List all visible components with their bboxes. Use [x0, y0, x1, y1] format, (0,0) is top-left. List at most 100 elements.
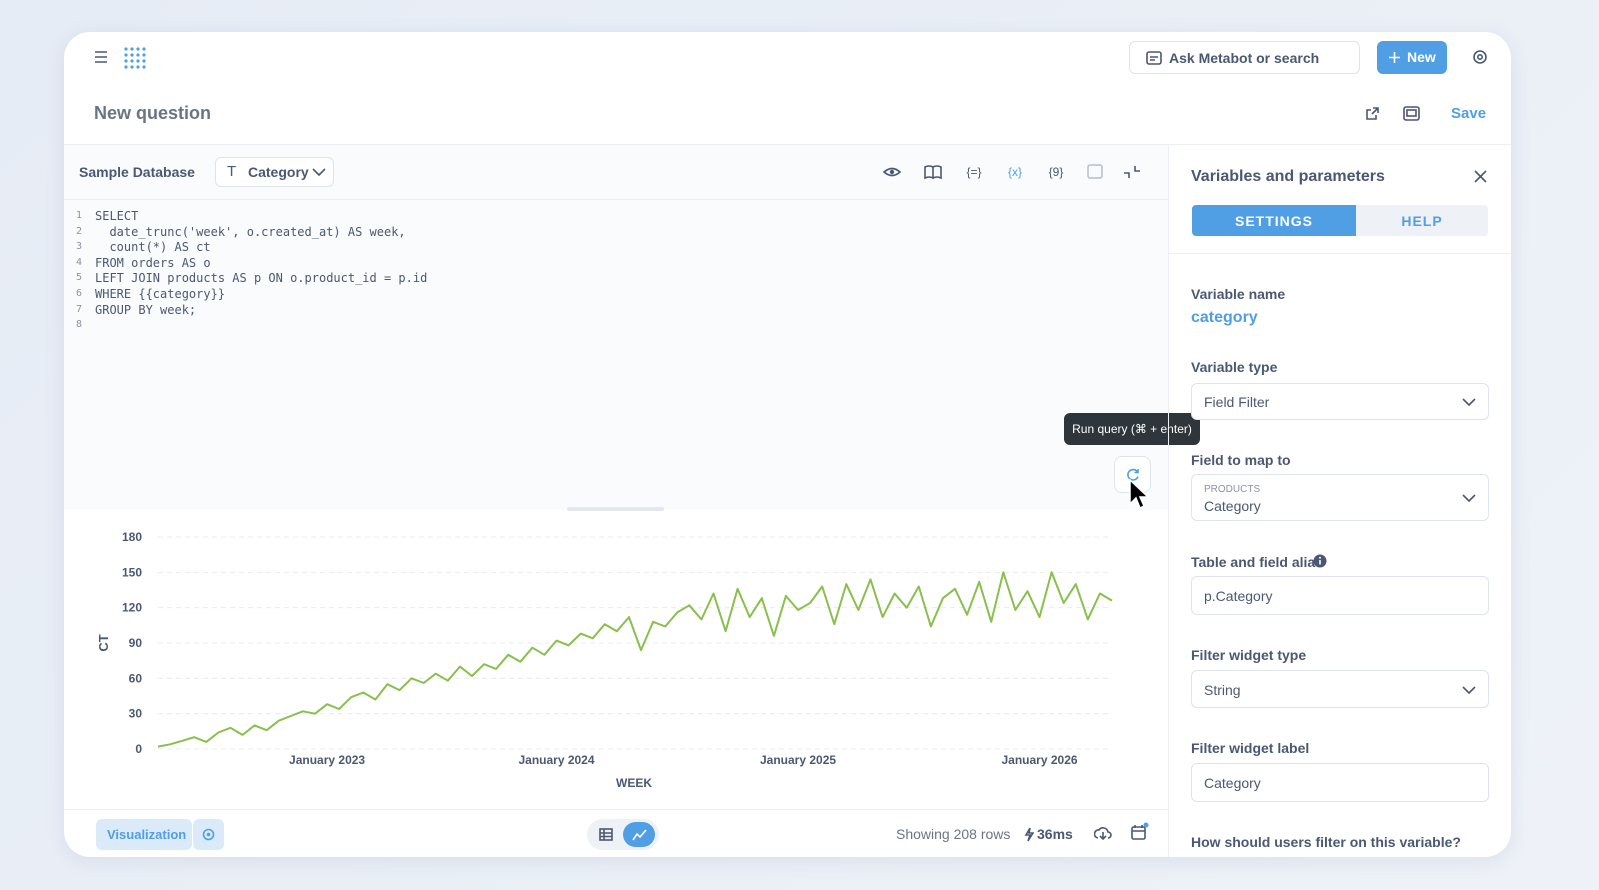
chevron: [312, 168, 326, 177]
x-tick-label: January 2025: [760, 753, 836, 767]
line-number: 2: [75, 225, 82, 237]
alert-icon[interactable]: [1130, 822, 1150, 842]
select-value: Field Filter: [1204, 394, 1270, 410]
input-value: p.Category: [1204, 588, 1273, 604]
x-tick-label: January 2026: [1002, 753, 1078, 767]
bolt-icon: [1024, 827, 1034, 842]
chart-icon: [632, 829, 647, 841]
field-label: Variable name: [1191, 286, 1286, 302]
y-axis-label: CT: [96, 634, 111, 651]
logo[interactable]: [123, 46, 151, 70]
line-number: 8: [75, 319, 82, 331]
divider: [64, 199, 1168, 200]
y-tick-label: 90: [129, 636, 143, 650]
tab-text: SETTINGS: [1234, 213, 1313, 229]
line-number: 4: [75, 256, 82, 268]
share-icon[interactable]: [1365, 106, 1380, 121]
field-label: Filter widget label: [1191, 740, 1310, 756]
divider: [1169, 253, 1511, 254]
embed-icon[interactable]: [1403, 106, 1420, 121]
y-tick-label: 120: [122, 601, 142, 615]
svg-text:{9}: {9}: [1049, 165, 1064, 179]
code-line: LEFT JOIN products AS p ON o.product_id …: [95, 271, 428, 286]
code-line: count(*) AS ct: [95, 240, 211, 255]
code-line: date_trunc('week', o.created_at) AS week…: [95, 224, 406, 239]
x-tick-label: January 2024: [518, 753, 594, 767]
settings-icon[interactable]: [1471, 48, 1489, 66]
chart: CT WEEK 0 30 60 90 120 150 180 January 2023 Janu…: [96, 530, 1113, 790]
field-label: How should users filter on this variable…: [1191, 834, 1461, 850]
gear-icon: [202, 828, 215, 841]
chevron: [1462, 686, 1476, 695]
menu-icon[interactable]: [93, 50, 109, 64]
code-line: SELECT: [95, 209, 139, 223]
svg-text:{=}: {=}: [966, 165, 981, 179]
variable-name: Category: [248, 164, 309, 180]
field-select[interactable]: PRODUCTS Category: [1191, 474, 1489, 521]
select-value: String: [1204, 682, 1241, 698]
y-tick-label: 0: [135, 742, 142, 756]
divider: [64, 809, 1168, 810]
resize-handle[interactable]: [567, 507, 664, 511]
cursor: [1129, 478, 1150, 510]
variable-picker[interactable]: T Category: [215, 157, 334, 187]
divider: [64, 144, 1511, 145]
help-tab[interactable]: HELP: [1356, 205, 1488, 236]
chart-toggle[interactable]: [623, 822, 655, 847]
close-icon[interactable]: [1474, 170, 1487, 183]
y-tick-label: 150: [122, 565, 142, 579]
line-number: 1: [75, 210, 82, 221]
editor-toolbar[interactable]: {=} {x} {9}: [882, 162, 1152, 182]
viz-settings[interactable]: [193, 819, 224, 850]
y-tick-label: 30: [129, 707, 143, 721]
alias-input[interactable]: p.Category: [1191, 576, 1489, 615]
chevron: [1462, 494, 1476, 503]
view-toggle[interactable]: [587, 819, 659, 850]
line-number: 6: [75, 288, 82, 299]
code-line: WHERE {{category}}: [95, 287, 226, 301]
code-line: GROUP BY week;: [95, 302, 197, 317]
line: [157, 571, 1113, 748]
question-title[interactable]: New question: [94, 103, 212, 123]
y-tick-label: 60: [129, 671, 143, 685]
tooltip-text: Run query (⌘ + enter): [1072, 422, 1192, 436]
svg-text:{x}: {x}: [1008, 165, 1022, 179]
row-count: Showing 208 rows: [896, 826, 1011, 842]
field-label: Filter widget type: [1191, 647, 1307, 663]
visualization-text: Visualization: [107, 827, 187, 842]
line-number: 7: [75, 303, 82, 315]
tooltip: Run query (⌘ + enter): [1064, 413, 1200, 445]
x-tick-label: January 2023: [289, 753, 365, 767]
database-name[interactable]: Sample Database: [79, 164, 195, 180]
widget-label-input[interactable]: Category: [1191, 763, 1489, 802]
search-icon: [1146, 51, 1162, 65]
tab-text: HELP: [1401, 213, 1443, 229]
select-value: Category: [1204, 498, 1261, 514]
line-number: 5: [75, 272, 82, 284]
run-icon: [1127, 468, 1139, 481]
visualization-button[interactable]: Visualization: [96, 819, 192, 850]
new-text: New: [1407, 49, 1436, 65]
y-tick-label: 180: [122, 530, 142, 544]
table-icon[interactable]: [599, 828, 613, 841]
plus-icon: [1389, 52, 1400, 63]
variable-name[interactable]: category: [1191, 309, 1258, 326]
line-number: 3: [75, 241, 82, 253]
settings-tab[interactable]: SETTINGS: [1192, 205, 1356, 236]
input-value: Category: [1204, 775, 1261, 791]
x-axis-label: WEEK: [616, 776, 652, 790]
search-box[interactable]: Ask Metabot or search: [1129, 41, 1360, 74]
type-icon: T: [227, 163, 237, 180]
info-icon[interactable]: [1313, 554, 1327, 568]
widget-type-select[interactable]: String: [1191, 670, 1489, 708]
panel-border: [1168, 145, 1169, 857]
query-time: 36ms: [1037, 826, 1073, 842]
field-label: Variable type: [1191, 359, 1278, 375]
download-icon[interactable]: [1094, 826, 1112, 841]
save-button[interactable]: Save: [1451, 105, 1487, 122]
new-button[interactable]: New: [1377, 41, 1447, 74]
field-label: Field to map to: [1191, 452, 1291, 468]
variable-type-select[interactable]: Field Filter: [1191, 383, 1489, 420]
